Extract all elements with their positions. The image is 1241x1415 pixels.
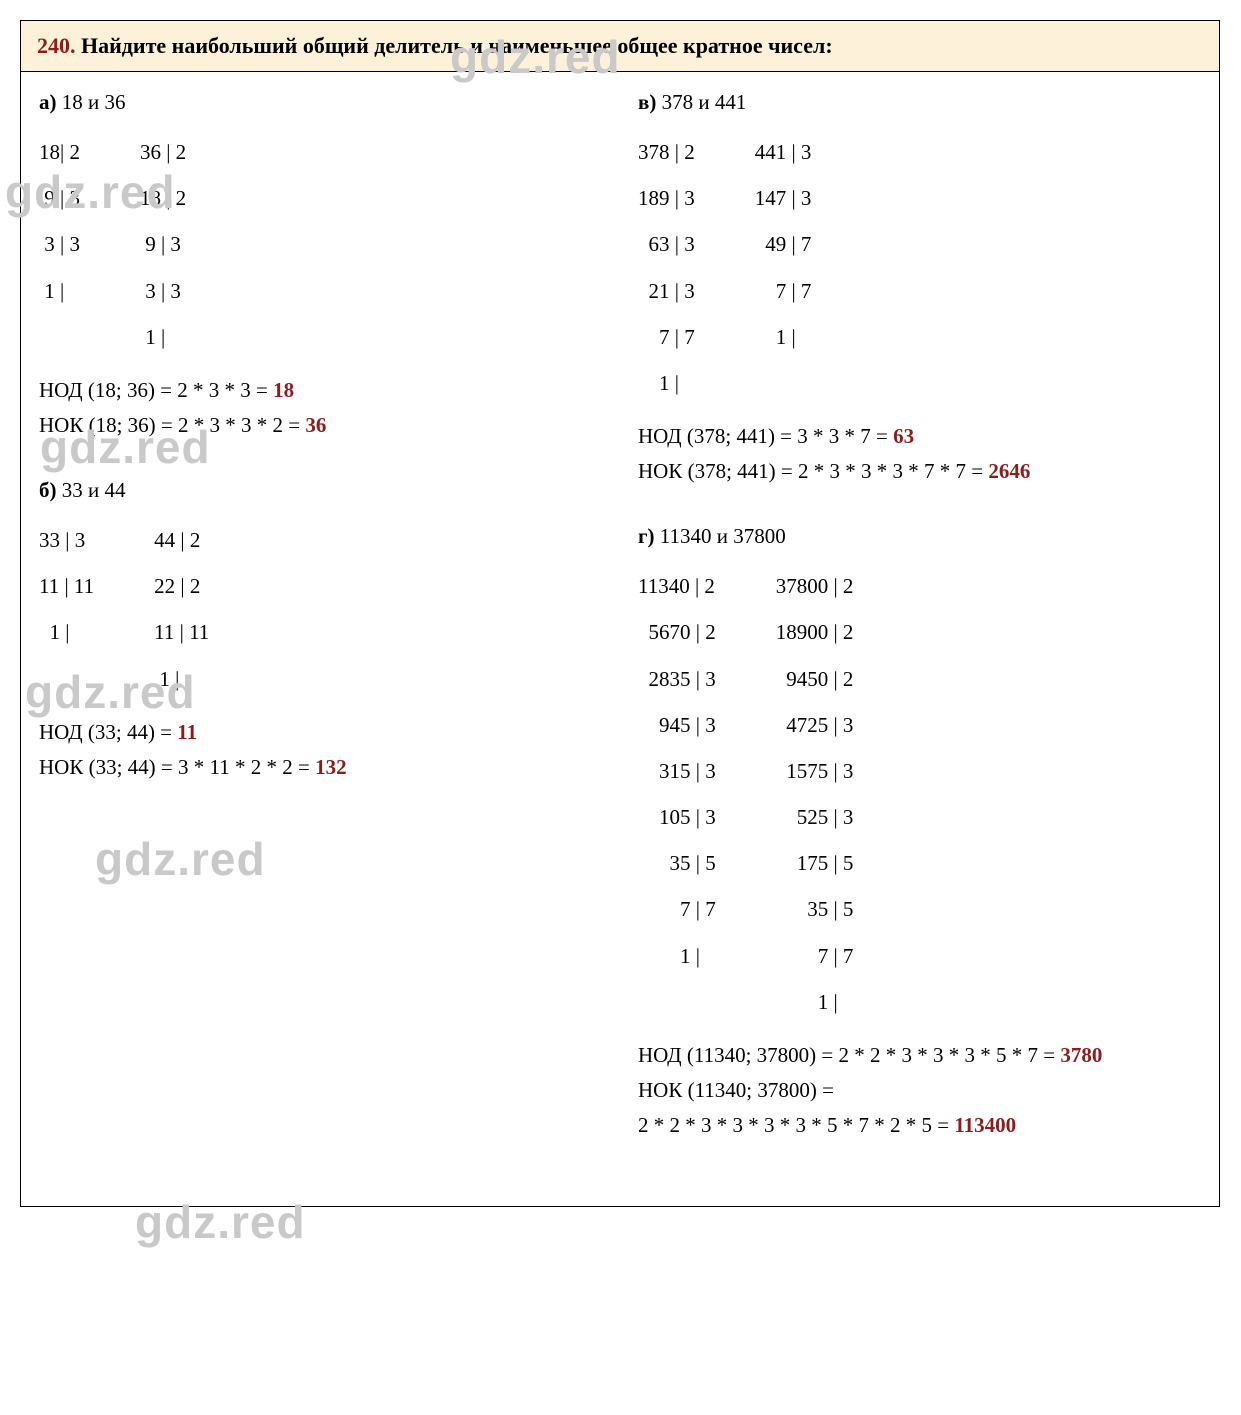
part-v-nok-expr: НОК (378; 441) = 2 * 3 * 3 * 3 * 7 * 7 = bbox=[638, 459, 988, 483]
part-v-nod-expr: НОД (378; 441) = 3 * 3 * 7 = bbox=[638, 424, 893, 448]
part-a-numbers: 18 и 36 bbox=[57, 90, 126, 114]
exercise-number: 240. bbox=[37, 33, 76, 58]
part-a-title: а) 18 и 36 bbox=[39, 90, 602, 115]
part-a: а) 18 и 36 18| 2 9 | 3 3 | 3 1 | 36 | 2 … bbox=[39, 90, 602, 438]
part-b-title: б) 33 и 44 bbox=[39, 478, 602, 503]
left-column: а) 18 и 36 18| 2 9 | 3 3 | 3 1 | 36 | 2 … bbox=[21, 72, 620, 1206]
part-b-nod-expr: НОД (33; 44) = bbox=[39, 720, 177, 744]
part-g-numbers: 11340 и 37800 bbox=[655, 524, 786, 548]
part-b-factor-col2: 44 | 2 22 | 2 11 | 11 1 | bbox=[154, 517, 209, 702]
part-g-nok-expr2: 2 * 2 * 3 * 3 * 3 * 3 * 5 * 7 * 2 * 5 = bbox=[638, 1113, 954, 1137]
part-v: в) 378 и 441 378 | 2 189 | 3 63 | 3 21 |… bbox=[638, 90, 1201, 484]
part-v-numbers: 378 и 441 bbox=[656, 90, 746, 114]
part-g-factor-col1: 11340 | 2 5670 | 2 2835 | 3 945 | 3 315 … bbox=[638, 563, 716, 1025]
part-g-nod: НОД (11340; 37800) = 2 * 2 * 3 * 3 * 3 *… bbox=[638, 1043, 1201, 1068]
part-v-factorization: 378 | 2 189 | 3 63 | 3 21 | 3 7 | 7 1 | … bbox=[638, 129, 1201, 406]
part-b-nok-expr: НОК (33; 44) = 3 * 11 * 2 * 2 = bbox=[39, 755, 315, 779]
part-g-nok-result: 113400 bbox=[954, 1113, 1016, 1137]
part-a-factorization: 18| 2 9 | 3 3 | 3 1 | 36 | 2 18 | 2 9 | … bbox=[39, 129, 602, 360]
part-a-nok: НОК (18; 36) = 2 * 3 * 3 * 2 = 36 bbox=[39, 413, 602, 438]
part-v-factor-col1: 378 | 2 189 | 3 63 | 3 21 | 3 7 | 7 1 | bbox=[638, 129, 695, 406]
part-g-factor-col2: 37800 | 2 18900 | 2 9450 | 2 4725 | 3 15… bbox=[776, 563, 854, 1025]
part-g-title: г) 11340 и 37800 bbox=[638, 524, 1201, 549]
part-a-nod-expr: НОД (18; 36) = 2 * 3 * 3 = bbox=[39, 378, 273, 402]
exercise-container: 240. Найдите наибольший общий делитель и… bbox=[20, 20, 1220, 1207]
part-b-numbers: 33 и 44 bbox=[57, 478, 126, 502]
part-a-nod-result: 18 bbox=[273, 378, 294, 402]
part-a-label: а) bbox=[39, 90, 57, 114]
part-b-label: б) bbox=[39, 478, 57, 502]
part-a-nod: НОД (18; 36) = 2 * 3 * 3 = 18 bbox=[39, 378, 602, 403]
part-g-nok-line2: 2 * 2 * 3 * 3 * 3 * 3 * 5 * 7 * 2 * 5 = … bbox=[638, 1113, 1201, 1138]
part-b-nod: НОД (33; 44) = 11 bbox=[39, 720, 602, 745]
part-b: б) 33 и 44 33 | 3 11 | 11 1 | 44 | 2 22 … bbox=[39, 478, 602, 780]
part-v-factor-col2: 441 | 3 147 | 3 49 | 7 7 | 7 1 | bbox=[755, 129, 812, 406]
exercise-header: 240. Найдите наибольший общий делитель и… bbox=[21, 21, 1219, 72]
part-b-nok-result: 132 bbox=[315, 755, 347, 779]
part-g-nod-expr: НОД (11340; 37800) = 2 * 2 * 3 * 3 * 3 *… bbox=[638, 1043, 1060, 1067]
part-g-nok-expr1: НОК (11340; 37800) = bbox=[638, 1078, 834, 1102]
exercise-body: а) 18 и 36 18| 2 9 | 3 3 | 3 1 | 36 | 2 … bbox=[21, 72, 1219, 1206]
part-a-factor-col2: 36 | 2 18 | 2 9 | 3 3 | 3 1 | bbox=[140, 129, 186, 360]
right-column: в) 378 и 441 378 | 2 189 | 3 63 | 3 21 |… bbox=[620, 72, 1219, 1206]
part-g-factorization: 11340 | 2 5670 | 2 2835 | 3 945 | 3 315 … bbox=[638, 563, 1201, 1025]
part-g-nod-result: 3780 bbox=[1060, 1043, 1102, 1067]
part-b-factor-col1: 33 | 3 11 | 11 1 | bbox=[39, 517, 94, 702]
part-g-label: г) bbox=[638, 524, 655, 548]
part-b-factorization: 33 | 3 11 | 11 1 | 44 | 2 22 | 2 11 | 11… bbox=[39, 517, 602, 702]
part-v-nod-result: 63 bbox=[893, 424, 914, 448]
part-v-label: в) bbox=[638, 90, 656, 114]
part-v-nok-result: 2646 bbox=[988, 459, 1030, 483]
exercise-title: Найдите наибольший общий делитель и наим… bbox=[76, 33, 833, 58]
part-a-factor-col1: 18| 2 9 | 3 3 | 3 1 | bbox=[39, 129, 80, 360]
part-g: г) 11340 и 37800 11340 | 2 5670 | 2 2835… bbox=[638, 524, 1201, 1138]
part-g-nok-line1: НОК (11340; 37800) = bbox=[638, 1078, 1201, 1103]
part-v-title: в) 378 и 441 bbox=[638, 90, 1201, 115]
part-b-nod-result: 11 bbox=[177, 720, 197, 744]
part-v-nod: НОД (378; 441) = 3 * 3 * 7 = 63 bbox=[638, 424, 1201, 449]
part-b-nok: НОК (33; 44) = 3 * 11 * 2 * 2 = 132 bbox=[39, 755, 602, 780]
part-a-nok-expr: НОК (18; 36) = 2 * 3 * 3 * 2 = bbox=[39, 413, 305, 437]
part-v-nok: НОК (378; 441) = 2 * 3 * 3 * 3 * 7 * 7 =… bbox=[638, 459, 1201, 484]
part-a-nok-result: 36 bbox=[305, 413, 326, 437]
